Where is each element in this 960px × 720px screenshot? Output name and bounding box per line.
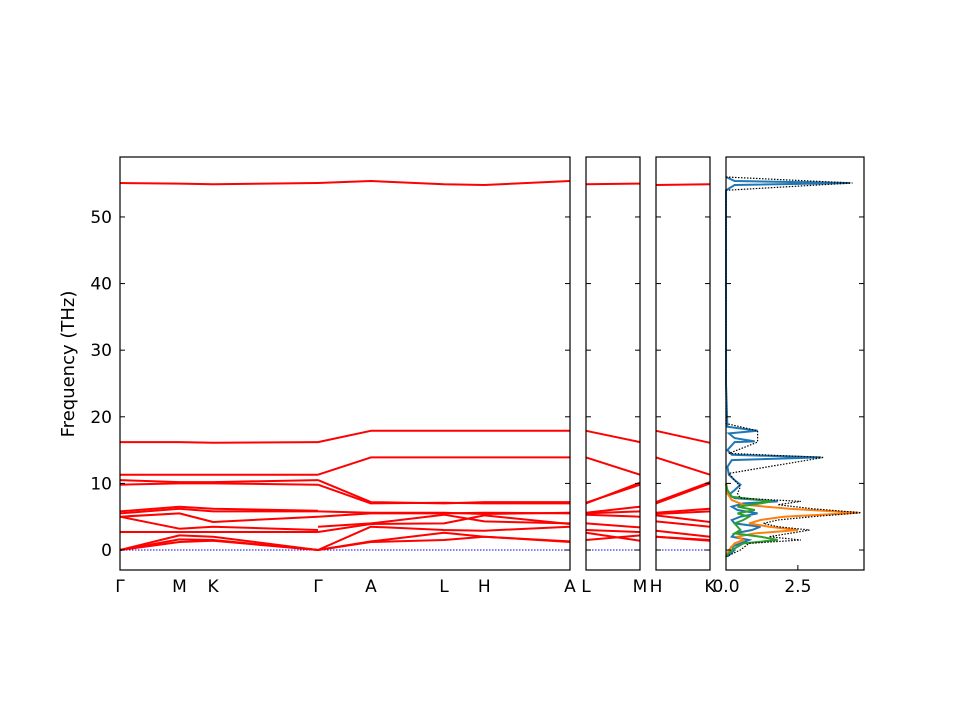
phonon-band-line: [317, 513, 571, 528]
phonon-band-line: [119, 482, 319, 486]
phonon-band-line: [655, 183, 711, 186]
x-tick-label: Γ: [115, 577, 125, 597]
phonon-band-line: [120, 441, 319, 444]
phonon-band-line: [317, 531, 571, 551]
x-tick-label: H: [650, 577, 663, 597]
panel-frame: [585, 156, 641, 571]
phonon-band-line: [317, 479, 570, 505]
phonon-band-line: [585, 522, 641, 529]
phonon-band-line: [655, 507, 711, 514]
phonon-band-line: [119, 538, 319, 551]
x-tick-label: L: [581, 577, 591, 597]
phonon-band-line: [585, 510, 641, 515]
x-tick-label: M: [633, 577, 648, 597]
x-tick-label: H: [478, 577, 491, 597]
phonon-band-line: [585, 429, 641, 444]
phonon-band-line: [585, 505, 641, 514]
dos-curve: [725, 176, 862, 558]
y-tick-label: 0: [101, 541, 112, 561]
phonon-band-line: [585, 481, 641, 505]
dos-x-tick-label: 0.0: [712, 577, 739, 597]
phonon-band-line: [119, 534, 319, 551]
y-tick-label: 20: [90, 408, 112, 428]
phonon-band-line: [119, 182, 319, 186]
x-tick-label: A: [365, 577, 377, 597]
phonon-band-line: [317, 510, 571, 515]
dos-curve: [725, 176, 850, 558]
phonon-band-line: [655, 429, 711, 444]
phonon-band-line: [317, 525, 571, 551]
phonon-band-line: [317, 180, 571, 186]
phonon-band-line: [585, 529, 641, 533]
phonon-band-line: [655, 514, 711, 523]
phonon-band-line: [317, 483, 570, 505]
phonon-band-line: [655, 482, 711, 505]
phonon-band-line: [655, 510, 711, 515]
phonon-band-line: [585, 456, 641, 476]
phonon-band-line: [119, 515, 319, 531]
phonon-band-line: [119, 479, 319, 484]
panel-frame: [725, 156, 865, 571]
y-tick-label: 50: [90, 208, 112, 228]
phonon-band-line: [317, 429, 570, 444]
phonon-band-line: [585, 182, 641, 186]
phonon-band-line: [655, 456, 711, 476]
dos-curve: [725, 483, 778, 558]
phonon-band-line: [119, 507, 318, 515]
phonon-band-line: [119, 505, 319, 513]
y-axis-label: Frequency (THz): [58, 291, 79, 438]
panel-frame: [119, 156, 571, 571]
x-tick-label: A: [564, 577, 576, 597]
dos-panel: 0.0 2.5: [712, 156, 865, 597]
x-tick-label: K: [207, 577, 219, 597]
y-tick-label: 30: [90, 341, 112, 361]
dos-curve: [725, 483, 859, 558]
phonon-band-line: [655, 535, 711, 541]
phonon-band-line: [317, 514, 571, 533]
phonon-band-line: [655, 529, 711, 538]
phonon-band-line: [119, 512, 319, 523]
phonon-band-line: [655, 481, 711, 504]
x-tick-label: Γ: [313, 577, 323, 597]
x-tick-label: K: [704, 577, 716, 597]
y-tick-label: 10: [90, 474, 112, 494]
phonon-band-line: [585, 531, 641, 542]
y-tick-label: 40: [90, 275, 112, 295]
phonon-band-line: [585, 513, 641, 518]
phonon-band-line: [317, 456, 570, 476]
x-tick-label: L: [439, 577, 449, 597]
panel-frame: [655, 156, 711, 571]
phonon-band-line: [655, 520, 711, 528]
x-tick-label: M: [172, 577, 187, 597]
dos-x-tick-label: 2.5: [784, 577, 811, 597]
